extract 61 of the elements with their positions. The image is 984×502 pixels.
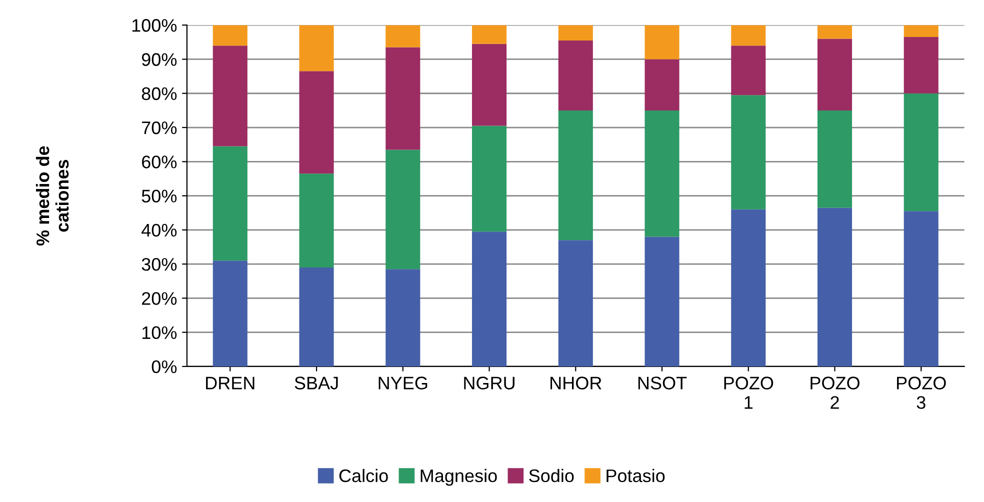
legend-label: Sodio [529,468,574,482]
y-tick-label: 70% [142,121,177,134]
bar [299,71,334,174]
bar [299,174,334,268]
bar [644,25,680,60]
y-tick-label: 10% [142,326,177,340]
legend-label: Calcio [339,468,388,482]
x-tick-label: POZO 2 [810,376,860,409]
bar [386,269,420,366]
x-tick-label: POZO 3 [897,376,946,409]
y-tick-label: 0% [152,360,177,374]
bar [299,267,334,366]
legend-label: Potasio [606,468,665,482]
bar [904,25,938,38]
y-tick-label: 80% [142,87,177,100]
bar [731,95,766,210]
y-tick-label: 50% [142,190,177,202]
bar [731,46,766,96]
bar [731,25,766,46]
bar [212,260,248,366]
bar [904,93,938,212]
y-axis-title: % medio de cationes [36,146,69,246]
bar [212,146,248,261]
bar [558,40,593,110]
bar [212,46,248,146]
x-tick-label: DREN [206,376,254,390]
y-tick-label: 60% [142,156,177,168]
bar [472,44,507,126]
x-tick-label: NSOT [638,376,687,390]
x-tick-label: SBAJ [294,376,338,390]
x-tick-label: NYEG [378,376,428,390]
x-tick-label: NHOR [550,376,602,390]
y-tick-label: 100% [132,19,177,32]
x-tick-label: POZO 1 [724,376,774,409]
y-tick-label: 90% [142,53,177,66]
bar [386,150,420,270]
bar [644,59,680,110]
bar [472,126,507,232]
bar [386,25,420,48]
bar [644,110,680,237]
bar [817,110,852,208]
bar [558,25,593,40]
bar [817,25,852,39]
bar [558,240,593,366]
bar [299,25,334,72]
bar [558,110,593,240]
y-tick-label: 40% [142,224,177,237]
y-tick-label: 20% [142,292,177,305]
bar [386,47,420,150]
bar [731,209,766,366]
bar [817,38,852,110]
bar [904,37,938,94]
bar [212,25,248,46]
legend-label: Magnesio [420,468,497,486]
bar [472,25,507,44]
y-tick-label: 30% [142,258,177,271]
bar [472,232,507,366]
bar [817,208,852,366]
bar [904,211,938,366]
bar [644,236,680,366]
x-tick-label: NGRU [464,376,514,390]
